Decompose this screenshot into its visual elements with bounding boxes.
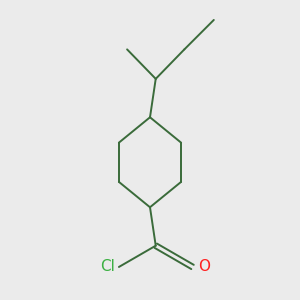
Text: Cl: Cl: [100, 260, 115, 274]
Text: O: O: [198, 260, 210, 274]
